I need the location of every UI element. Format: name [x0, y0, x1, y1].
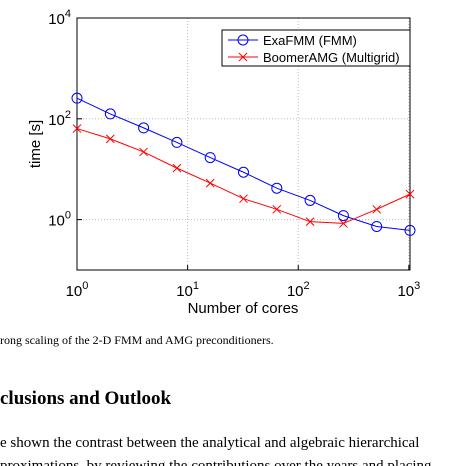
legend-marker [238, 52, 248, 62]
y-tick-label-exponent: 0 [65, 210, 71, 222]
y-tick-label-base: 10 [48, 112, 65, 129]
point-marker [172, 163, 182, 173]
legend-box [221, 29, 411, 67]
point-marker [271, 182, 283, 194]
y-tick-label: 100 [48, 210, 71, 230]
x-tick-label-base: 10 [287, 283, 304, 300]
x-tick-label: 101 [176, 280, 199, 300]
y-axis-label: time [s] [27, 120, 44, 168]
point-marker [371, 220, 383, 232]
point-marker [171, 136, 183, 148]
section-heading: clusions and Outlook [0, 388, 171, 409]
point-marker [305, 217, 315, 227]
point-marker [72, 124, 82, 133]
y-tick-label-exponent: 4 [65, 8, 71, 20]
point-marker [139, 147, 148, 157]
point-marker [337, 210, 349, 222]
x-tick-label: 102 [287, 280, 310, 300]
x-axis-label: Number of cores [188, 300, 299, 317]
paragraph-line: e shown the contrast between the analyti… [0, 435, 419, 451]
legend-label: BoomerAMG (Multigrid) [263, 50, 400, 65]
point-marker [239, 194, 248, 204]
x-tick-label-base: 10 [397, 283, 414, 300]
legend-marker [237, 34, 249, 46]
point-marker [372, 204, 382, 214]
point-marker [71, 92, 83, 104]
legend-label: ExaFMM (FMM) [263, 33, 357, 48]
x-tick-label: 103 [397, 280, 420, 300]
x-tick-label-base: 10 [66, 283, 83, 300]
point-marker [339, 219, 348, 228]
x-tick-label-base: 10 [176, 283, 193, 300]
point-marker [205, 178, 215, 188]
y-tick-label-base: 10 [48, 11, 65, 28]
point-marker [138, 122, 150, 134]
y-tick-label-base: 10 [48, 213, 65, 230]
point-marker [272, 204, 282, 214]
y-tick-label: 102 [48, 109, 71, 129]
x-tick-label-exponent: 0 [82, 280, 88, 292]
point-marker [104, 108, 116, 120]
y-tick-label: 104 [48, 8, 71, 28]
x-tick-label-exponent: 3 [414, 280, 420, 292]
x-tick-label-exponent: 2 [304, 280, 310, 292]
paragraph-line: proximations, by reviewing the contribut… [0, 458, 432, 466]
plot-frame [76, 17, 411, 271]
y-tick-label-exponent: 2 [65, 109, 71, 121]
point-marker [105, 134, 115, 144]
point-marker [405, 189, 415, 199]
point-marker [204, 152, 216, 164]
x-tick-label-exponent: 1 [193, 280, 199, 292]
point-marker [304, 194, 316, 206]
figure-caption: rong scaling of the 2-D FMM and AMG prec… [0, 333, 274, 347]
point-marker [404, 224, 416, 236]
point-marker [238, 166, 249, 178]
x-tick-label: 100 [66, 280, 89, 300]
